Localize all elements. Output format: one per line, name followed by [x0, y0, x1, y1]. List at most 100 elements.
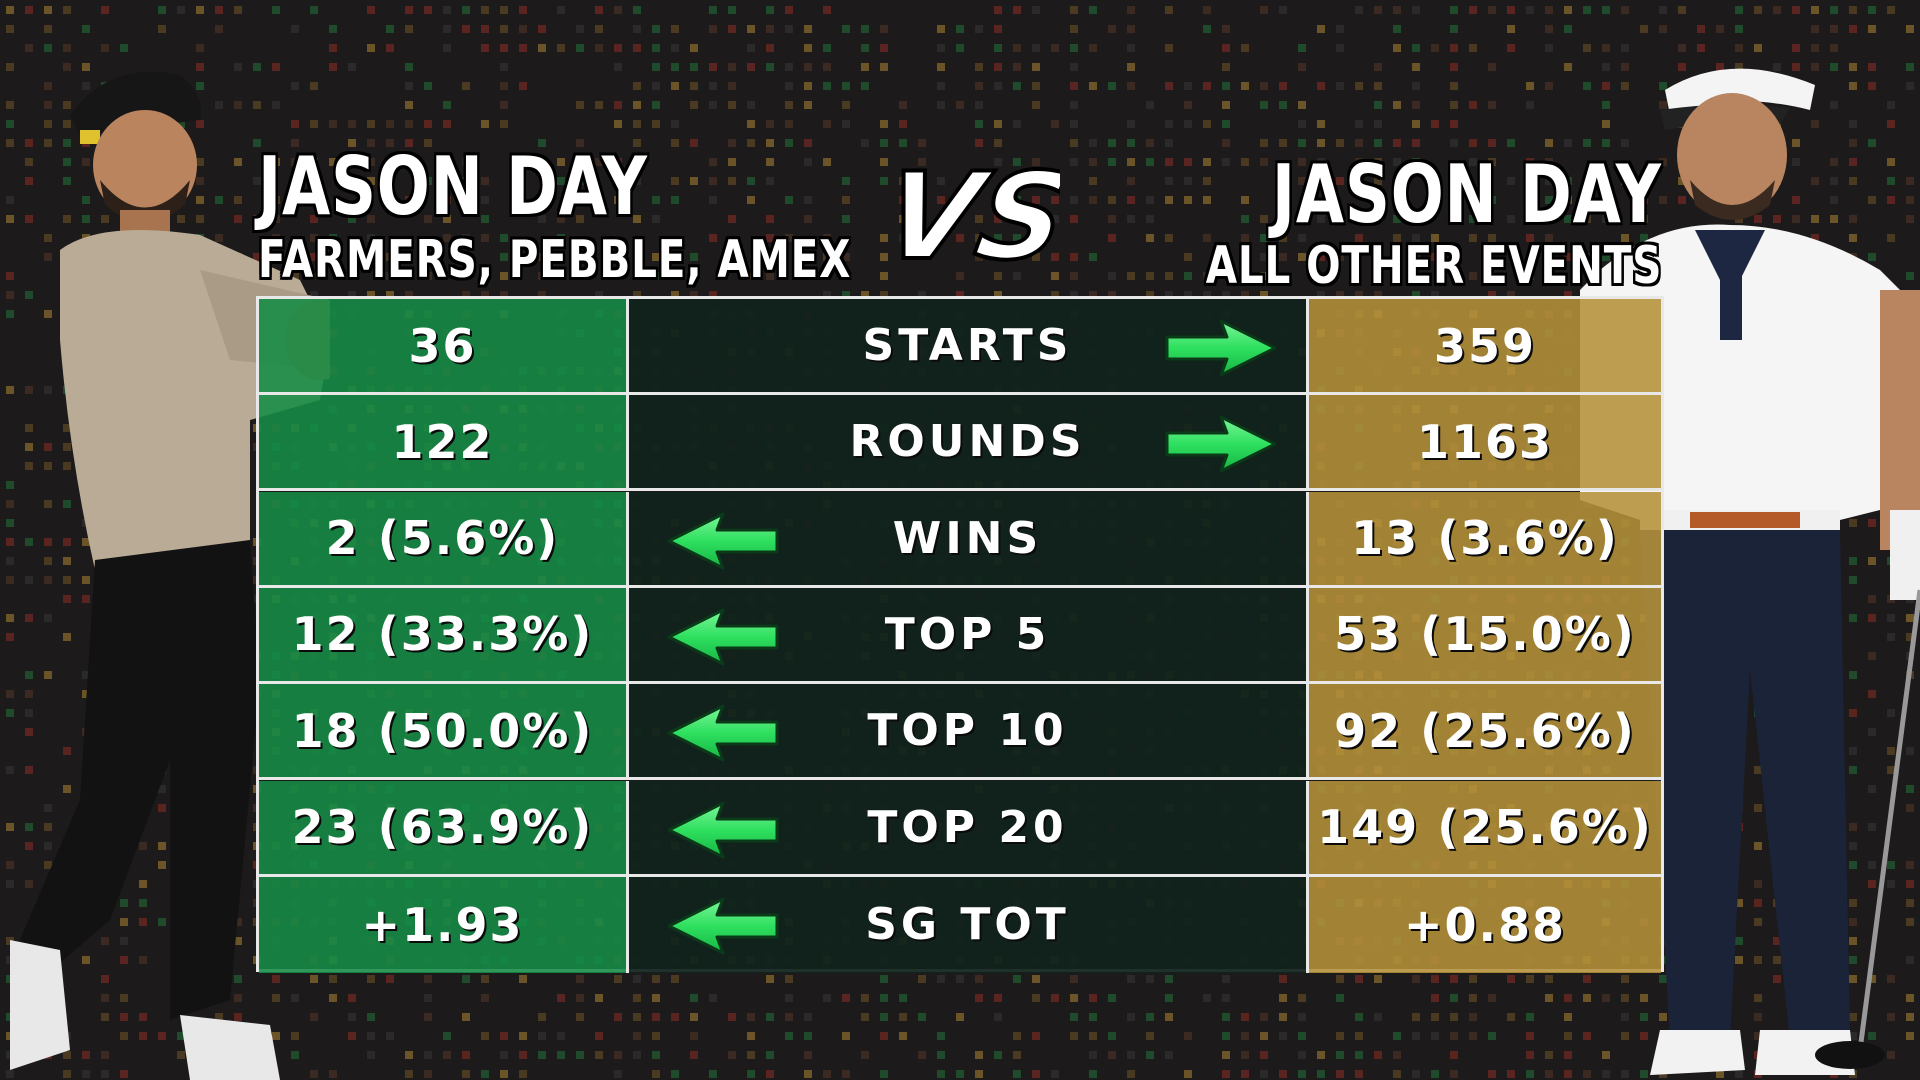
- background-dot: [918, 196, 926, 204]
- background-dot: [785, 1013, 793, 1021]
- background-dot: [44, 557, 52, 565]
- background-dot: [709, 177, 717, 185]
- background-dot: [1526, 101, 1534, 109]
- background-dot: [1602, 994, 1610, 1002]
- background-dot: [1431, 1032, 1439, 1040]
- background-dot: [1868, 25, 1876, 33]
- background-dot: [1374, 63, 1382, 71]
- background-dot: [633, 291, 641, 299]
- background-dot: [937, 196, 945, 204]
- background-dot: [424, 272, 432, 280]
- background-dot: [1279, 975, 1287, 983]
- background-dot: [6, 633, 14, 641]
- background-dot: [1659, 158, 1667, 166]
- background-dot: [1355, 975, 1363, 983]
- background-dot: [1013, 1051, 1021, 1059]
- background-dot: [1279, 1013, 1287, 1021]
- left-stat-value: 18 (50.0%): [259, 684, 629, 778]
- background-dot: [1070, 215, 1078, 223]
- background-dot: [424, 994, 432, 1002]
- background-dot: [158, 785, 166, 793]
- background-dot: [1659, 6, 1667, 14]
- background-dot: [481, 177, 489, 185]
- background-dot: [367, 215, 375, 223]
- background-dot: [1887, 101, 1895, 109]
- background-dot: [1716, 1070, 1724, 1078]
- background-dot: [1811, 63, 1819, 71]
- background-dot: [1526, 82, 1534, 90]
- background-dot: [880, 63, 888, 71]
- background-dot: [424, 1051, 432, 1059]
- background-dot: [367, 291, 375, 299]
- background-dot: [1469, 234, 1477, 242]
- background-dot: [937, 1051, 945, 1059]
- background-dot: [329, 234, 337, 242]
- background-dot: [1374, 975, 1382, 983]
- background-dot: [291, 1051, 299, 1059]
- background-dot: [1526, 177, 1534, 185]
- background-dot: [1108, 25, 1116, 33]
- background-dot: [215, 234, 223, 242]
- background-dot: [462, 82, 470, 90]
- background-dot: [1260, 215, 1268, 223]
- background-dot: [1602, 196, 1610, 204]
- background-dot: [538, 272, 546, 280]
- right-stat-value: +0.88: [1309, 876, 1661, 973]
- background-dot: [500, 291, 508, 299]
- arrow-left-icon: [667, 801, 779, 858]
- vs-logo: VS: [880, 148, 1060, 278]
- background-dot: [1849, 709, 1857, 717]
- background-dot: [538, 1051, 546, 1059]
- background-dot: [1488, 196, 1496, 204]
- background-dot: [44, 443, 52, 451]
- background-dot: [1526, 1070, 1534, 1078]
- background-dot: [1507, 291, 1515, 299]
- background-dot: [101, 975, 109, 983]
- background-dot: [196, 177, 204, 185]
- background-dot: [215, 101, 223, 109]
- background-dot: [937, 1032, 945, 1040]
- background-dot: [196, 6, 204, 14]
- background-dot: [1887, 880, 1895, 888]
- background-dot: [1564, 253, 1572, 261]
- background-dot: [1203, 25, 1211, 33]
- background-dot: [6, 557, 14, 565]
- background-dot: [1355, 158, 1363, 166]
- background-dot: [1374, 215, 1382, 223]
- background-dot: [348, 994, 356, 1002]
- background-dot: [1583, 196, 1591, 204]
- background-dot: [1393, 1051, 1401, 1059]
- background-dot: [880, 25, 888, 33]
- background-dot: [918, 291, 926, 299]
- background-dot: [462, 177, 470, 185]
- background-dot: [253, 253, 261, 261]
- background-dot: [6, 386, 14, 394]
- background-dot: [1545, 215, 1553, 223]
- right-player-name: JASON DAY: [1272, 148, 1662, 241]
- background-dot: [1450, 120, 1458, 128]
- background-dot: [671, 196, 679, 204]
- background-dot: [880, 1070, 888, 1078]
- background-dot: [1431, 291, 1439, 299]
- background-dot: [880, 1032, 888, 1040]
- background-dot: [6, 481, 14, 489]
- background-dot: [1127, 139, 1135, 147]
- background-dot: [82, 82, 90, 90]
- background-dot: [880, 234, 888, 242]
- background-dot: [1450, 196, 1458, 204]
- background-dot: [101, 6, 109, 14]
- background-dot: [1450, 1032, 1458, 1040]
- background-dot: [196, 44, 204, 52]
- background-dot: [120, 1032, 128, 1040]
- background-dot: [1830, 196, 1838, 204]
- background-dot: [557, 215, 565, 223]
- background-dot: [899, 139, 907, 147]
- background-dot: [861, 139, 869, 147]
- background-dot: [1032, 1070, 1040, 1078]
- background-dot: [1507, 6, 1515, 14]
- background-dot: [899, 994, 907, 1002]
- background-dot: [804, 1070, 812, 1078]
- background-dot: [310, 234, 318, 242]
- background-dot: [1127, 272, 1135, 280]
- background-dot: [1431, 975, 1439, 983]
